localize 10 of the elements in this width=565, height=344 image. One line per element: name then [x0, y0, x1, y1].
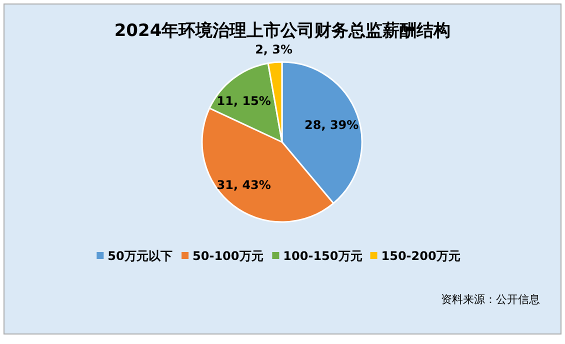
- chart-title: 2024年环境治理上市公司财务总监薪酬结构: [114, 21, 451, 41]
- text: 资料来源：公开信息: [441, 293, 540, 306]
- data-label: 2, 3%: [255, 42, 293, 56]
- legend-label: 100-150万元: [283, 249, 362, 263]
- legend-label: 50-100万元: [192, 249, 264, 263]
- data-label: 31, 43%: [216, 178, 271, 192]
- legend-label: 50万元以下: [108, 249, 172, 263]
- data-label: 28, 39%: [304, 118, 359, 132]
- legend-label: 150-200万元: [381, 249, 460, 263]
- data-label: 11, 15%: [216, 94, 271, 108]
